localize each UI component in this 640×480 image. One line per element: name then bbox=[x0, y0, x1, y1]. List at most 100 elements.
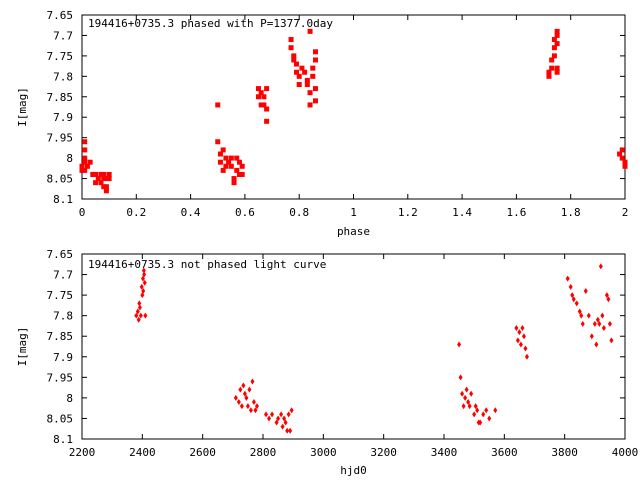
data-point bbox=[264, 411, 269, 418]
data-point bbox=[484, 407, 489, 414]
data-point bbox=[461, 403, 466, 410]
data-point bbox=[598, 263, 603, 270]
data-point bbox=[141, 267, 146, 274]
y-tick-label: 8.05 bbox=[47, 173, 74, 186]
data-point bbox=[304, 82, 310, 88]
data-point bbox=[103, 184, 109, 190]
data-point bbox=[241, 382, 246, 389]
x-tick-label: 2200 bbox=[69, 446, 96, 459]
data-point bbox=[307, 28, 313, 34]
unphased-light-curve-panel: 2200 2400 2600 2800 3000 3200 3400 3600 3800 4000… bbox=[16, 248, 638, 477]
data-point bbox=[607, 320, 612, 327]
data-point bbox=[270, 411, 275, 418]
data-point bbox=[93, 180, 99, 186]
data-point bbox=[82, 147, 88, 153]
data-point bbox=[258, 90, 264, 96]
y-tick-label: 8 bbox=[66, 152, 73, 165]
data-point bbox=[469, 390, 474, 397]
data-point bbox=[577, 308, 582, 315]
x-tick-label: 2600 bbox=[189, 446, 216, 459]
x-tick-label: 0.2 bbox=[126, 206, 146, 219]
data-point bbox=[251, 399, 256, 405]
x-tick-label: 1.4 bbox=[452, 206, 472, 219]
phased-light-curve-panel: 0 0.2 0.4 0.6 0.8 1 1.2 1.4 1.6 1.8 2 7.65 7.7 7.75 7.… bbox=[16, 9, 628, 238]
y-tick-label: 7.9 bbox=[53, 111, 73, 124]
data-point bbox=[296, 82, 302, 88]
data-point bbox=[264, 106, 270, 112]
data-point bbox=[282, 415, 287, 422]
data-point bbox=[217, 151, 223, 157]
data-point bbox=[310, 65, 316, 71]
y-tick-label: 7.7 bbox=[53, 29, 73, 42]
data-point bbox=[135, 308, 140, 315]
data-point bbox=[597, 320, 602, 327]
y-tick-label: 8 bbox=[66, 392, 73, 405]
x-tick-label: 0.6 bbox=[235, 206, 255, 219]
y-tick-label: 7.95 bbox=[47, 132, 74, 145]
data-point bbox=[95, 176, 101, 182]
data-point bbox=[142, 271, 147, 278]
x-tick-label: 0 bbox=[79, 206, 86, 219]
data-point bbox=[600, 312, 605, 319]
data-point bbox=[215, 139, 221, 145]
data-point bbox=[288, 37, 294, 43]
data-point bbox=[467, 403, 472, 410]
data-point bbox=[285, 427, 290, 434]
y-axis-label: I[mag] bbox=[16, 87, 29, 127]
data-point bbox=[245, 403, 250, 410]
data-point bbox=[143, 312, 148, 319]
data-point bbox=[236, 159, 242, 165]
data-point bbox=[568, 283, 573, 290]
x-tick-label: 2800 bbox=[250, 446, 277, 459]
data-point bbox=[82, 139, 88, 145]
data-point bbox=[228, 163, 234, 169]
data-point bbox=[234, 155, 240, 161]
data-point bbox=[554, 65, 560, 71]
data-point bbox=[619, 155, 625, 161]
data-point bbox=[565, 275, 570, 282]
data-point bbox=[247, 386, 252, 393]
y-tick-label: 7.85 bbox=[47, 330, 74, 343]
y-tick-label: 8.1 bbox=[53, 433, 73, 446]
data-point bbox=[242, 390, 247, 397]
data-point bbox=[138, 312, 143, 319]
x-tick-label: 1.6 bbox=[506, 206, 526, 219]
data-point bbox=[98, 180, 104, 186]
data-point bbox=[217, 159, 223, 165]
data-point bbox=[264, 86, 270, 92]
x-tick-label: 3000 bbox=[310, 446, 337, 459]
data-point bbox=[239, 163, 245, 169]
data-point bbox=[283, 419, 288, 426]
data-point bbox=[554, 69, 560, 75]
data-point bbox=[234, 167, 240, 173]
data-point bbox=[291, 57, 297, 63]
data-point bbox=[106, 176, 112, 182]
plot-frame bbox=[81, 14, 626, 200]
data-point bbox=[458, 374, 463, 381]
data-point bbox=[223, 155, 229, 161]
data-point bbox=[220, 147, 226, 153]
data-point bbox=[514, 325, 519, 331]
data-point bbox=[255, 94, 261, 100]
data-point bbox=[280, 423, 285, 430]
data-point bbox=[472, 411, 477, 418]
data-point bbox=[248, 407, 253, 414]
data-point bbox=[551, 37, 557, 43]
data-point bbox=[457, 341, 462, 348]
y-tick-label: 7.8 bbox=[53, 310, 73, 323]
data-point bbox=[98, 171, 104, 177]
data-point bbox=[592, 320, 597, 327]
data-point bbox=[239, 403, 244, 410]
data-point bbox=[595, 316, 600, 323]
data-point bbox=[515, 337, 520, 344]
y-tick-label: 7.8 bbox=[53, 70, 73, 83]
data-point bbox=[299, 65, 305, 71]
data-point bbox=[106, 171, 112, 177]
data-point bbox=[90, 171, 96, 177]
data-point bbox=[478, 419, 483, 426]
data-point bbox=[84, 163, 90, 169]
x-tick-label: 3200 bbox=[370, 446, 397, 459]
data-point bbox=[261, 102, 267, 108]
data-point bbox=[609, 337, 614, 344]
